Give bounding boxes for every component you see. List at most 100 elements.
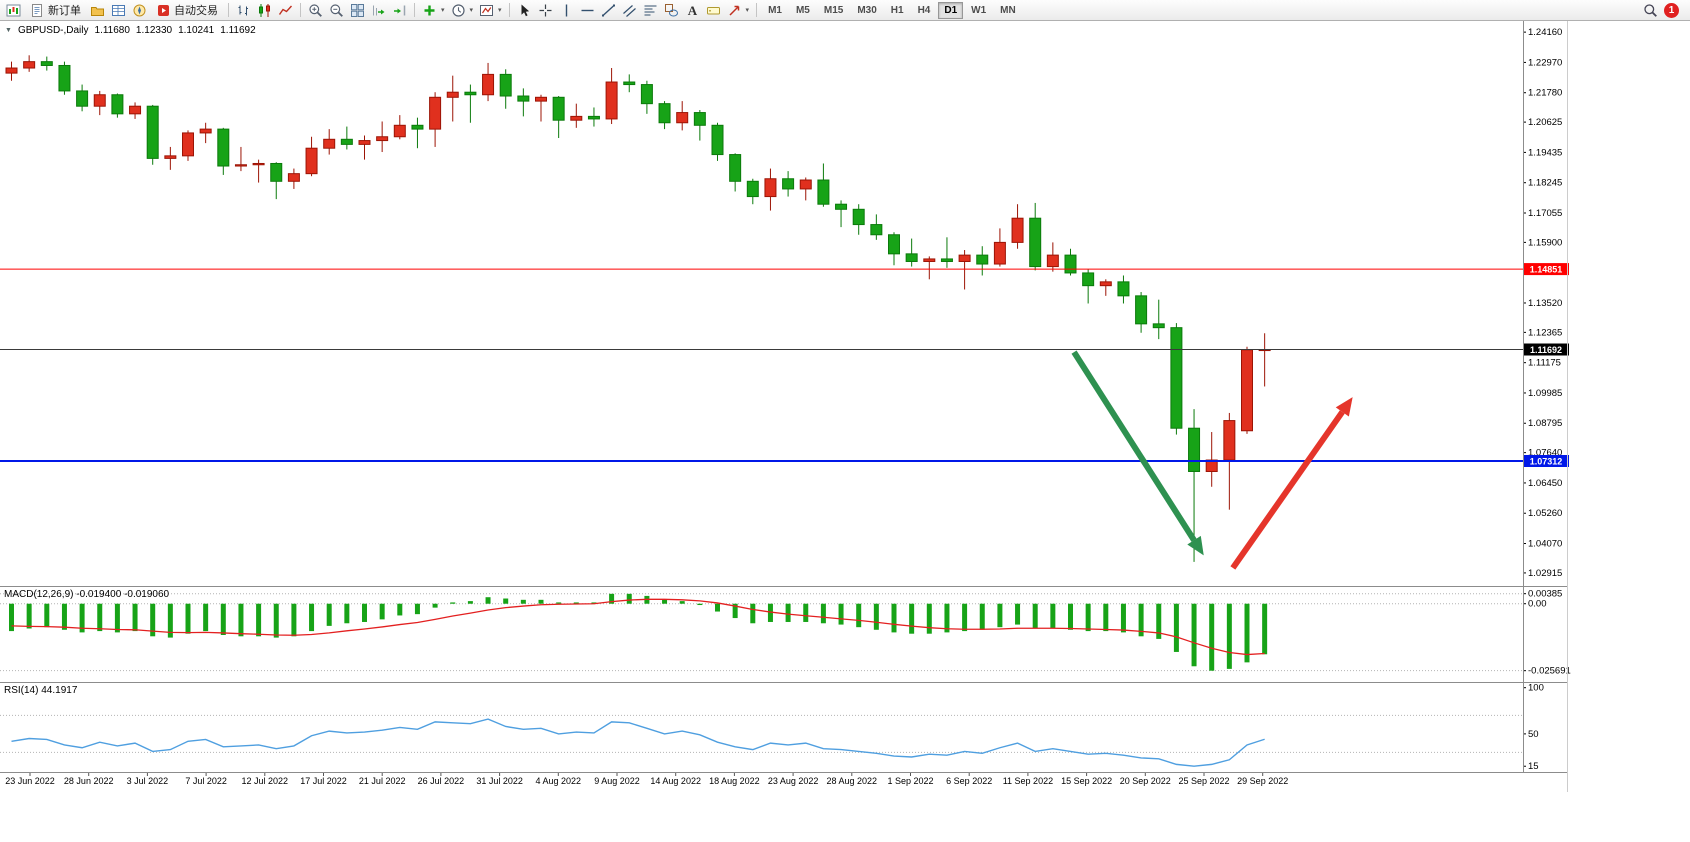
zoom-in-button[interactable] [305, 1, 326, 20]
time-axis-label: 12 Jul 2022 [242, 776, 289, 786]
candle-body [676, 112, 689, 124]
macd-histogram-bar [803, 603, 809, 622]
auto-scroll-button[interactable] [368, 1, 389, 20]
search-button[interactable] [1640, 1, 1661, 20]
fibonacci-button[interactable] [640, 1, 661, 20]
bar-chart-button[interactable] [233, 1, 254, 20]
tile-windows-button[interactable] [347, 1, 368, 20]
vertical-line-button[interactable] [556, 1, 577, 20]
macd-indicator-label: MACD(12,26,9) -0.019400 -0.019060 [4, 589, 170, 600]
ohlc-close: 1.11692 [220, 25, 256, 36]
time-axis-label: 11 Sep 2022 [1003, 776, 1053, 786]
price-scale-label: 1.04070 [1528, 539, 1562, 550]
macd-histogram-bar [132, 603, 138, 632]
channel-button[interactable] [619, 1, 640, 20]
caret-down-icon: ▾ [441, 7, 445, 14]
candle-body [393, 124, 406, 138]
timeframe-m15-button[interactable]: M15 [823, 4, 844, 16]
macd-histogram-bar [944, 603, 950, 633]
price-scale[interactable] [1524, 21, 1568, 772]
rsi-scale-label: 100 [1528, 683, 1544, 694]
candle-body [1223, 420, 1236, 461]
new-chart-button[interactable] [3, 1, 24, 20]
bar-chart-icon [238, 5, 248, 15]
bullish-arrow[interactable] [1230, 410, 1345, 570]
notification-badge[interactable]: 1 [1664, 2, 1679, 18]
candle-body [888, 234, 900, 255]
shapes-button[interactable] [661, 1, 682, 20]
time-scale[interactable] [0, 772, 1568, 792]
navigator-button[interactable] [129, 1, 150, 20]
macd-histogram-bar [909, 603, 915, 634]
price-scale-label: 1.20625 [1528, 117, 1562, 128]
price-scale-label: 1.24160 [1528, 27, 1562, 38]
timeframe-m1-button[interactable]: M1 [768, 4, 782, 16]
macd-histogram-bar [1068, 603, 1073, 630]
shapes-icon [664, 3, 678, 16]
zoom-out-button[interactable] [326, 1, 347, 20]
time-axis-label: 18 Aug 2022 [709, 776, 760, 786]
trendline-button[interactable] [598, 1, 619, 20]
timeframe-d1-button[interactable]: D1 [938, 1, 964, 19]
macd-histogram-bar [538, 599, 544, 604]
autotrading-button[interactable]: 自动交易 [150, 1, 224, 20]
label-button[interactable] [703, 1, 724, 20]
macd-histogram-bar [838, 603, 844, 625]
price-scale-label: 1.12365 [1528, 327, 1562, 338]
market-watch-button[interactable] [108, 1, 129, 20]
bearish-arrow[interactable] [1071, 350, 1197, 542]
arrows-button[interactable]: ▾ [724, 1, 753, 20]
time-axis-label: 4 Aug 2022 [536, 776, 582, 786]
candle-body [1099, 281, 1112, 287]
text-button[interactable]: A [682, 1, 703, 20]
add-indicator-button[interactable]: ▾ [419, 1, 448, 20]
templates-button[interactable]: ▾ [476, 1, 505, 20]
chart-plot-area[interactable] [0, 21, 1568, 792]
new-order-icon [32, 3, 42, 17]
macd-histogram-bar [1103, 603, 1109, 632]
timeframe-mn-button[interactable]: MN [1000, 4, 1016, 16]
timeframe-h4-button[interactable]: H4 [917, 4, 931, 16]
one-click-trading-toggle-icon[interactable]: ▼ [5, 27, 12, 34]
time-axis-label: 28 Jun 2022 [64, 776, 114, 786]
macd-histogram-bar [450, 602, 456, 604]
candle-body [482, 73, 495, 96]
timeframe-w1-button[interactable]: W1 [971, 4, 987, 16]
caret-down-icon: ▾ [745, 7, 750, 14]
price-scale-label: 1.08795 [1528, 418, 1562, 429]
macd-histogram-bar [203, 603, 209, 632]
add-indicator-icon [424, 5, 435, 15]
toolbar-separator [228, 3, 229, 17]
macd-histogram-bar [767, 603, 773, 622]
timeframe-m5-button[interactable]: M5 [795, 4, 810, 16]
candle-body [340, 138, 353, 145]
timeframe-m30-button[interactable]: M30 [857, 4, 877, 16]
chart-shift-button[interactable] [389, 1, 410, 20]
timeframe-h1-button[interactable]: H1 [890, 4, 904, 16]
candle-body [217, 128, 230, 167]
macd-histogram-bar [291, 603, 297, 637]
candle-body [852, 208, 865, 226]
cursor-button[interactable] [514, 1, 535, 20]
crosshair-button[interactable] [535, 1, 556, 20]
label-icon [706, 6, 720, 14]
time-axis-label: 17 Jul 2022 [300, 776, 347, 786]
time-axis-label: 7 Jul 2022 [185, 776, 227, 786]
macd-histogram-bar [167, 603, 173, 638]
periods-button[interactable]: ▾ [448, 1, 477, 20]
toolbar: 新订单 自动交易 ▾ ▾ ▾ A ▾ M1 M5 M15 M30 H1 H4 D1 W1 MN 1 [0, 0, 1690, 21]
candle-body [958, 254, 971, 262]
new-order-button[interactable]: 新订单 [24, 1, 87, 20]
macd-histogram-bar [609, 593, 615, 604]
line-chart-button[interactable] [275, 1, 296, 20]
macd-histogram-bar [485, 597, 491, 604]
macd-histogram-bar [997, 603, 1003, 628]
profiles-button[interactable] [87, 1, 108, 20]
price-tag-label: 1.14851 [1530, 265, 1563, 275]
time-axis-label: 25 Sep 2022 [1178, 776, 1229, 786]
horizontal-line-button[interactable] [577, 1, 598, 20]
toolbar-separator [756, 3, 758, 17]
candlestick-chart-button[interactable] [254, 1, 275, 20]
macd-histogram-bar [185, 603, 191, 634]
price-scale-label: 1.13520 [1528, 298, 1562, 309]
